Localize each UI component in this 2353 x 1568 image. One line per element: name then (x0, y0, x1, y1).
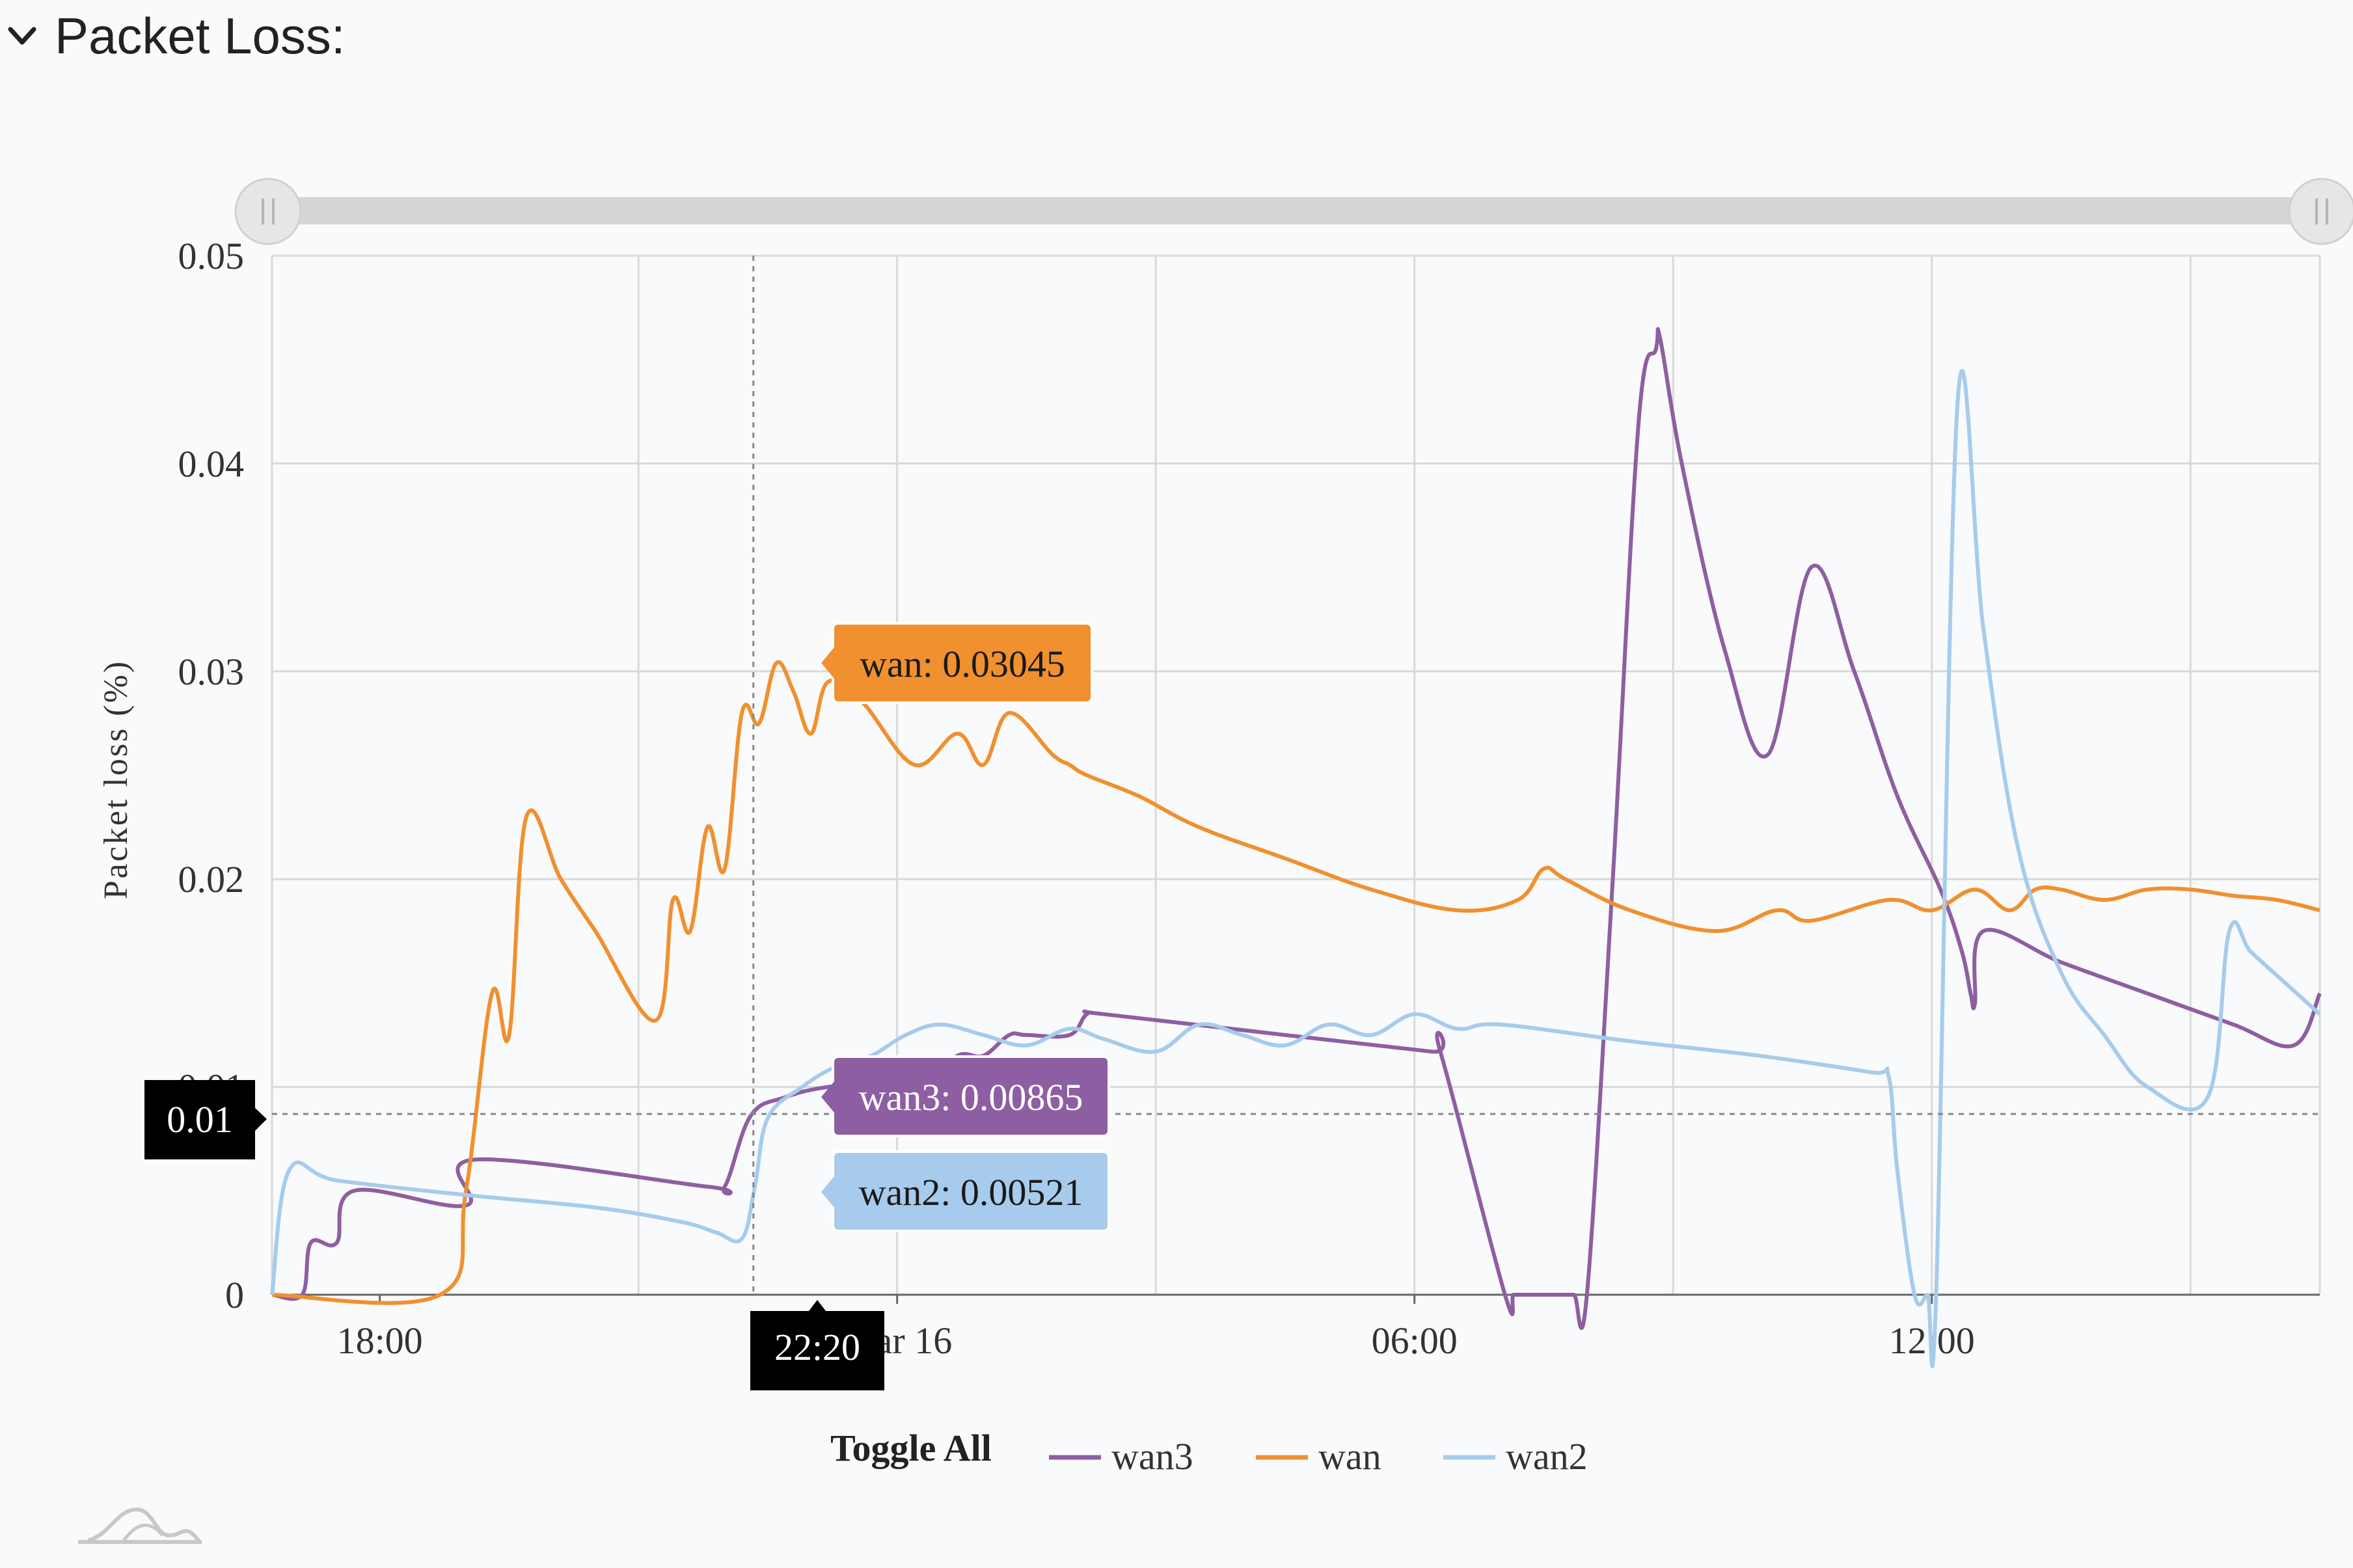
legend-item-wan3[interactable]: wan3 (1049, 1435, 1193, 1478)
legend-label: wan2 (1506, 1435, 1588, 1478)
y-tick-label: 0.02 (178, 858, 245, 900)
grid (271, 254, 2321, 1296)
x-axis-ticks: 18:00 Mar 16 06:00 12:00 (337, 1295, 1975, 1362)
tooltip-wan3-text: wan3: 0.00865 (859, 1076, 1083, 1118)
tooltip-wan3: wan3: 0.00865 (821, 1055, 1110, 1137)
series-lines (270, 327, 2322, 1368)
legend-item-wan2[interactable]: wan2 (1443, 1435, 1588, 1478)
legend-label: wan (1318, 1435, 1381, 1478)
tooltip-wan: wan: 0.03045 (821, 622, 1093, 704)
panel-header: Packet Loss: (0, 0, 346, 72)
scrollbar-right-handle[interactable] (2288, 178, 2353, 245)
tooltip-wan2: wan2: 0.00521 (821, 1150, 1110, 1232)
toggle-all-button[interactable]: Toggle All (830, 1427, 992, 1469)
scrollbar-left-handle[interactable] (234, 178, 302, 245)
series-line-wan[interactable] (271, 660, 2320, 1305)
chart-logo-icon (78, 1507, 202, 1544)
y-tick-label: 0.03 (178, 651, 245, 693)
crosshair-y-label: 0.01 (144, 1080, 267, 1159)
y-axis-title: Packet loss (%) (98, 660, 135, 899)
scrollbar-track[interactable] (273, 197, 2320, 224)
legend-item-wan[interactable]: wan (1256, 1435, 1381, 1478)
y-tick-label: 0 (225, 1274, 244, 1316)
crosshair-x-label: 22:20 (750, 1300, 884, 1390)
series-line-wan3[interactable] (271, 327, 2322, 1330)
y-tick-label: 0.05 (178, 235, 245, 277)
legend: Toggle All wan3 wan wan2 (830, 1427, 1587, 1478)
chevron-down-icon[interactable] (3, 16, 42, 55)
panel-title: Packet Loss: (55, 7, 346, 64)
crosshair-x-value: 22:20 (774, 1326, 860, 1368)
y-tick-label: 0.04 (178, 442, 245, 485)
range-selector (234, 178, 2353, 245)
x-tick-label: 06:00 (1372, 1319, 1458, 1362)
series-line-wan2[interactable] (270, 369, 2322, 1368)
crosshair: 22:20 0.01 (144, 256, 2320, 1390)
tooltip-wan2-text: wan2: 0.00521 (859, 1171, 1083, 1213)
legend-label: wan3 (1111, 1435, 1193, 1478)
tooltip-wan-text: wan: 0.03045 (860, 643, 1065, 685)
crosshair-y-value: 0.01 (167, 1098, 233, 1141)
x-tick-label: 18:00 (337, 1319, 423, 1362)
